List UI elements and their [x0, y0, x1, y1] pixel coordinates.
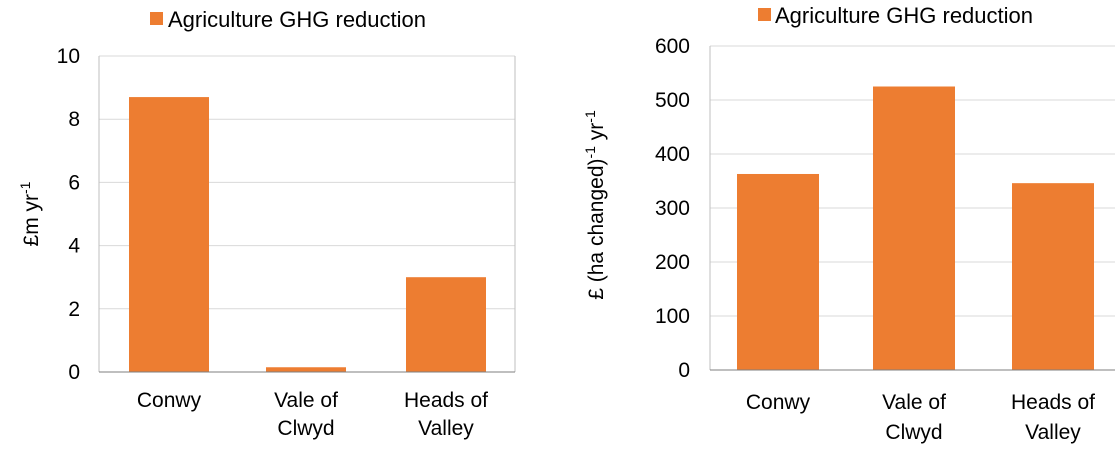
chart-left-legend-swatch	[150, 12, 163, 25]
chart-right-category-label: Conwy	[746, 391, 811, 414]
chart-left: Agriculture GHG reduction £m yr-1 0 2 4 6 8 1…	[17, 7, 516, 440]
chart-right-legend: Agriculture GHG reduction	[758, 3, 1033, 28]
chart-left-bar-3	[406, 277, 486, 372]
chart-left-category-label: Vale of Clwyd	[274, 389, 338, 440]
chart-right-bar-3	[1012, 183, 1094, 370]
chart-right-y-tick-label: 300	[655, 197, 690, 220]
chart-right-bar-2	[873, 86, 955, 370]
chart-left-y-tick-label: 0	[68, 361, 80, 384]
chart-left-bars	[129, 97, 486, 372]
chart-left-y-tick-label: 2	[68, 298, 80, 321]
chart-left-y-tick-labels: 0 2 4 6 8 10	[57, 45, 81, 384]
chart-left-bar-2	[266, 367, 346, 372]
chart-right-y-tick-label: 0	[678, 359, 690, 382]
chart-left-category-labels: Conwy Vale of Clwyd Heads of Valley	[137, 389, 488, 440]
chart-right-y-axis-title: £ (ha changed)-1 yr-1	[582, 110, 608, 300]
chart-left-category-label: Heads of Valley	[404, 389, 488, 440]
chart-left-y-tick-label: 4	[68, 235, 80, 258]
chart-right-y-tick-label: 600	[655, 35, 690, 58]
chart-right-legend-label: Agriculture GHG reduction	[775, 3, 1033, 28]
chart-left-bar-1	[129, 97, 209, 372]
chart-left-y-tick-label: 6	[68, 171, 80, 194]
chart-right-category-labels: Conwy Vale of Clwyd Heads of Valley	[746, 391, 1095, 444]
chart-right: Agriculture GHG reduction £ (ha changed)…	[582, 3, 1115, 444]
chart-right-y-tick-label: 100	[655, 305, 690, 328]
chart-left-y-tick-label: 8	[68, 108, 80, 131]
chart-right-legend-swatch	[758, 8, 771, 21]
chart-left-y-tick-label: 10	[57, 45, 80, 68]
chart-right-y-tick-label: 400	[655, 143, 690, 166]
chart-left-legend: Agriculture GHG reduction	[150, 7, 426, 32]
chart-right-bars	[737, 86, 1094, 370]
chart-left-y-axis-title: £m yr-1	[17, 181, 43, 246]
chart-right-category-label: Vale of Clwyd	[882, 391, 946, 444]
chart-right-y-tick-label: 200	[655, 251, 690, 274]
chart-left-legend-label: Agriculture GHG reduction	[168, 7, 426, 32]
chart-left-category-label: Conwy	[137, 389, 202, 412]
chart-right-category-label: Heads of Valley	[1011, 391, 1095, 444]
chart-right-y-tick-labels: 0 100 200 300 400 500 600	[655, 35, 690, 382]
chart-right-bar-1	[737, 173, 819, 370]
chart-right-y-tick-label: 500	[655, 89, 690, 112]
